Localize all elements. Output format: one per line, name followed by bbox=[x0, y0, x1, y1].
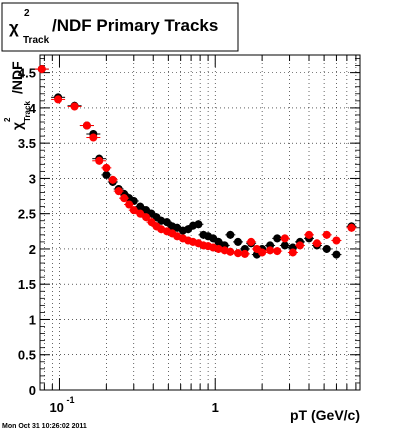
data-point-black bbox=[136, 202, 145, 211]
data-point-red bbox=[273, 247, 282, 256]
data-point-black bbox=[214, 237, 223, 246]
data-point-black bbox=[194, 220, 203, 229]
data-point-red bbox=[312, 239, 321, 248]
title-subscript: Track bbox=[23, 35, 50, 46]
y-tick-label: 1.5 bbox=[18, 277, 36, 292]
data-point-red bbox=[129, 206, 138, 215]
data-point-black bbox=[322, 244, 331, 253]
data-point-red bbox=[120, 194, 129, 203]
ylabel-superscript: 2 bbox=[3, 117, 12, 122]
y-axis-title: χ 2 Track /NDF bbox=[3, 61, 32, 130]
x-tick-label-exponent: -1 bbox=[66, 395, 74, 405]
data-point-red bbox=[136, 209, 145, 218]
data-point-red bbox=[89, 133, 98, 142]
y-tick-label: 2.5 bbox=[18, 207, 36, 222]
ylabel-prefix: χ bbox=[9, 122, 25, 130]
data-point-black bbox=[102, 170, 111, 179]
y-tick-label: 2 bbox=[29, 242, 36, 257]
data-point-red bbox=[233, 249, 242, 258]
chart-title: /NDF Primary Tracks bbox=[52, 16, 218, 35]
data-point-red bbox=[125, 200, 134, 209]
data-point-red bbox=[102, 163, 111, 172]
title-frame bbox=[1, 2, 239, 52]
data-point-black bbox=[273, 234, 282, 243]
x-axis-title: pT (GeV/c) bbox=[290, 407, 360, 423]
data-point-red bbox=[114, 187, 123, 196]
x-tick-label: 10 bbox=[49, 400, 63, 415]
data-point-red bbox=[54, 95, 63, 104]
ylabel-subscript: Track bbox=[23, 101, 32, 122]
plot-area: 0 0.5 1 1.5 2 2.5 3 3.5 4 4.5 10 -1 1 bbox=[18, 54, 361, 415]
data-point-red bbox=[95, 156, 104, 165]
title-box: χ 2 Track /NDF Primary Tracks bbox=[1, 2, 239, 52]
y-tick-label: 0.5 bbox=[18, 348, 36, 363]
y-tick-label: 3 bbox=[29, 171, 36, 186]
ylabel-main: /NDF bbox=[9, 61, 25, 94]
title-prefix: χ bbox=[9, 18, 19, 37]
y-tick-label: 4.5 bbox=[18, 66, 36, 81]
data-point-red bbox=[332, 236, 341, 245]
y-tick-label: 1 bbox=[29, 312, 36, 327]
data-point-red bbox=[226, 247, 235, 256]
data-point-red bbox=[280, 234, 289, 243]
data-point-red bbox=[240, 249, 249, 258]
data-point-red bbox=[322, 230, 331, 239]
data-point-red bbox=[305, 230, 314, 239]
y-tick-label: 0 bbox=[29, 383, 36, 398]
data-point-red bbox=[70, 102, 79, 111]
data-point-red bbox=[214, 244, 223, 253]
x-tick-label: 1 bbox=[212, 400, 219, 415]
data-point-red bbox=[258, 248, 267, 257]
y-tick-label: 3.5 bbox=[18, 136, 36, 151]
data-point-black bbox=[332, 250, 341, 259]
data-point-red bbox=[295, 241, 304, 250]
data-point-red bbox=[82, 121, 91, 130]
data-point-red bbox=[37, 65, 46, 74]
data-point-black bbox=[226, 230, 235, 239]
data-point-black bbox=[233, 237, 242, 246]
data-point-red bbox=[142, 213, 151, 222]
title-superscript: 2 bbox=[24, 8, 30, 19]
data-point-black bbox=[280, 241, 289, 250]
timestamp: Mon Oct 31 10:26:02 2011 bbox=[2, 423, 87, 430]
y-tick-label: 4 bbox=[29, 101, 37, 116]
data-point-red bbox=[288, 248, 297, 257]
data-point-red bbox=[347, 223, 356, 232]
data-point-red bbox=[108, 175, 117, 184]
data-point-red bbox=[266, 246, 275, 255]
data-point-red bbox=[247, 237, 256, 246]
